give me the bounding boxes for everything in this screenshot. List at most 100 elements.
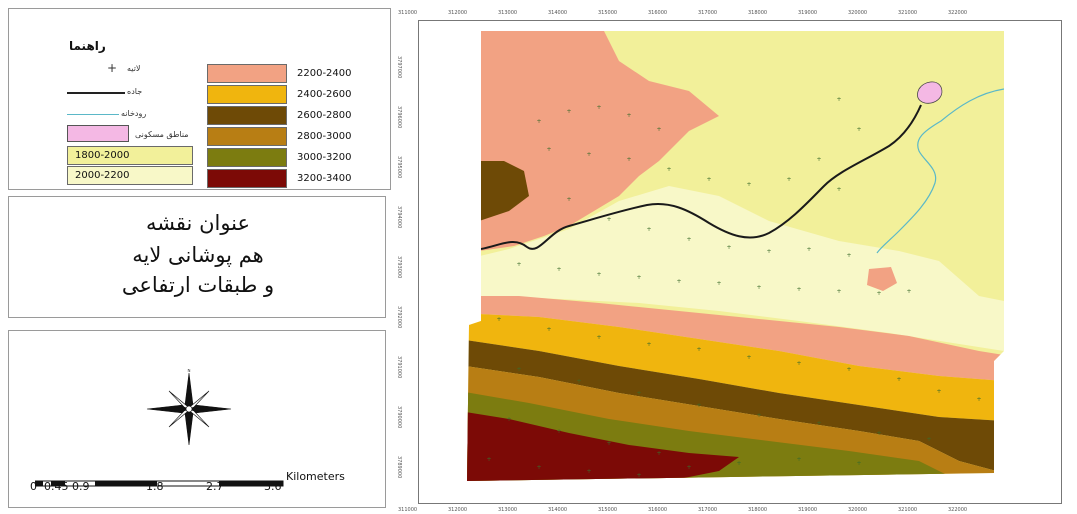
legend-class-label: 2400-2600 [297, 89, 352, 100]
svg-text:+: + [586, 468, 591, 475]
graticule-label: 3790000 [396, 406, 402, 429]
svg-text:+: + [786, 176, 791, 183]
graticule-label: 312000 [448, 507, 468, 513]
graticule-label: 3797000 [396, 56, 402, 79]
graticule-label: 314000 [548, 507, 568, 513]
svg-text:+: + [836, 186, 841, 193]
legend-symbol-label: مناطق مسکونی [135, 130, 189, 139]
svg-text:+: + [576, 378, 581, 385]
scale-label: 0.45 [44, 480, 69, 493]
graticule-label: 321000 [898, 507, 918, 513]
svg-text:+: + [636, 274, 641, 281]
svg-text:+: + [496, 316, 501, 323]
graticule-label: 318000 [748, 507, 768, 513]
svg-text:+: + [846, 366, 851, 373]
svg-text:+: + [876, 430, 881, 437]
svg-text:+: + [486, 456, 491, 463]
svg-text:+: + [856, 460, 861, 467]
graticule-label: 311000 [398, 10, 418, 16]
graticule-label: 322000 [948, 10, 968, 16]
scale-label: 2.7 [206, 480, 224, 493]
svg-text:+: + [856, 126, 861, 133]
svg-text:+: + [516, 261, 521, 268]
svg-text:+: + [796, 286, 801, 293]
svg-text:+: + [746, 354, 751, 361]
scale-bar [35, 480, 284, 487]
graticule-label: 315000 [598, 10, 618, 16]
svg-text:+: + [676, 278, 681, 285]
svg-text:+: + [556, 428, 561, 435]
legend-class-label: 3200-3400 [297, 173, 352, 184]
svg-text:+: + [656, 126, 661, 133]
svg-text:+: + [726, 244, 731, 251]
graticule-label: 316000 [648, 507, 668, 513]
graticule-label: 319000 [798, 10, 818, 16]
svg-text:+: + [686, 464, 691, 471]
graticule-label: 318000 [748, 10, 768, 16]
point-marker-icon: + [107, 61, 118, 75]
graticule-label: 316000 [648, 10, 668, 16]
point-markers: ++++ ++++ ++++ ++++ ++++ ++ ++ +++ + + ++ + … [486, 96, 981, 479]
svg-text:+: + [606, 440, 611, 447]
legend-swatch [207, 64, 287, 83]
legend-panel: راهنما لاتیه + جاده رودخانه مناطق مسکونی… [8, 8, 391, 190]
svg-text:+: + [596, 334, 601, 341]
legend-class-label: 2800-3000 [297, 131, 352, 142]
svg-text:+: + [596, 271, 601, 278]
svg-text:+: + [756, 412, 761, 419]
svg-text:+: + [696, 346, 701, 353]
river-line [876, 88, 1004, 254]
river-line-icon [67, 114, 119, 115]
legend-title: راهنما [69, 39, 106, 53]
legend-class-label: 1800-2000 [75, 150, 130, 161]
elevation-zone-2400 [467, 313, 1004, 421]
elevation-zone-2000 [467, 186, 1004, 351]
graticule-label: 320000 [848, 507, 868, 513]
road-line [480, 104, 922, 250]
graticule-label: 3792000 [396, 306, 402, 329]
graticule-label: 3791000 [396, 356, 402, 379]
legend-class-label: 2200-2400 [297, 68, 352, 79]
scale-label: 0 [30, 480, 37, 493]
graticule-label: 3796000 [396, 106, 402, 129]
svg-text:+: + [566, 108, 571, 115]
legend-class-label: 2000-2200 [75, 170, 130, 181]
svg-text:+: + [976, 396, 981, 403]
svg-text:+: + [506, 416, 511, 423]
legend-symbol-label: رودخانه [121, 109, 147, 118]
graticule-label: 319000 [798, 507, 818, 513]
svg-text:+: + [566, 196, 571, 203]
svg-text:+: + [556, 266, 561, 273]
legend-swatch [207, 127, 287, 146]
svg-text:+: + [626, 156, 631, 163]
graticule-label: 320000 [848, 10, 868, 16]
map-title-line: هم پوشانی لایه [132, 243, 264, 267]
svg-text:+: + [796, 456, 801, 463]
svg-text:N: N [188, 369, 191, 373]
map-title-panel: عنوان نقشه هم پوشانی لایه و طبقات ارتفاع… [8, 196, 386, 318]
svg-text:+: + [926, 436, 931, 443]
legend-swatch [207, 106, 287, 125]
svg-text:+: + [706, 176, 711, 183]
svg-text:+: + [636, 472, 641, 479]
north-scale-panel: N [8, 330, 386, 508]
elevation-zone-2200-band [467, 296, 1004, 381]
svg-text:+: + [606, 216, 611, 223]
scale-label: 0.9 [72, 480, 90, 493]
north-arrow-icon: N [146, 369, 232, 446]
elevation-zone-3200 [467, 411, 739, 481]
svg-text:+: + [646, 341, 651, 348]
svg-text:+: + [656, 450, 661, 457]
svg-text:+: + [716, 280, 721, 287]
svg-text:+: + [836, 288, 841, 295]
graticule-label: 317000 [698, 507, 718, 513]
svg-text:+: + [646, 226, 651, 233]
scale-label: 3.6 [264, 480, 282, 493]
svg-text:+: + [816, 420, 821, 427]
svg-text:+: + [746, 181, 751, 188]
settlement-area [917, 81, 943, 104]
legend-swatch [207, 148, 287, 167]
legend-class-label: 3000-3200 [297, 152, 352, 163]
map-frame: + + + + + + + + + + + + + + + + + + + + + + + + + + + + + + + + … [418, 20, 1062, 504]
graticule-label: 311000 [398, 507, 418, 513]
